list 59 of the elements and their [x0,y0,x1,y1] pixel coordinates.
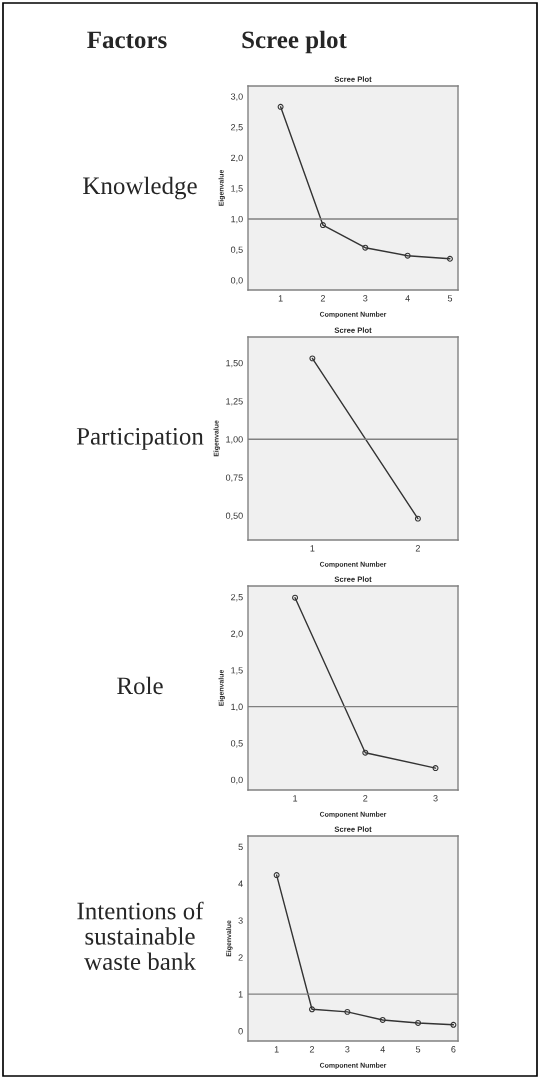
x-tick-label: 5 [415,1046,421,1053]
y-tick-label: 5 [238,843,243,851]
x-tick-label: 3 [345,1046,350,1053]
x-tick-label: 2 [363,795,368,802]
y-tick-label: 1,50 [226,359,243,368]
y-tick-label: 1,00 [226,436,243,444]
y-tick-label: 2 [238,954,243,961]
x-tick-label: 6 [451,1046,456,1053]
y-tick-label: 2,0 [231,154,243,163]
point [450,1021,457,1028]
point [404,252,411,259]
x-tick-label: 1 [293,795,298,802]
text: Knowledge [83,176,197,200]
x-tick-label: 5 [447,295,453,302]
point [309,1006,315,1013]
text: Scree plot [242,30,347,54]
line-series [273,872,457,1028]
text: Intentions of sustainable waste bank [77,901,204,971]
x-tick-label: 2 [320,295,325,302]
y-tick-label: 0 [238,1028,243,1035]
y-tick-label: 0,75 [225,474,243,482]
y-tick-label: 0,0 [230,776,243,785]
y-tick-label: 1,0 [231,215,243,224]
point [362,244,369,251]
y-tick-label: 0,0 [230,277,243,285]
x-tick-label: 3 [363,295,368,302]
y-tick-label: 3 [238,917,243,924]
text: Participation [76,427,204,450]
x-tick-label: 4 [380,1046,385,1053]
y-tick-label: 1,5 [231,185,243,193]
text: Role [117,676,163,695]
y-tick-label: 2,5 [231,124,243,132]
point [277,103,284,110]
y-tick-label: 3,0 [230,93,243,101]
y-tick-label: 4 [238,880,243,887]
x-tick-label: 3 [433,795,438,802]
y-tick-label: 0,5 [230,246,243,254]
point [415,1019,422,1026]
text: Factors [87,31,167,49]
point [379,1016,386,1023]
y-tick-label: 1,25 [226,398,243,406]
point [319,222,326,229]
point [344,1008,351,1015]
y-tick-label: 1 [238,991,243,998]
x-tick-label: 2 [309,1046,315,1053]
line-series [277,103,453,262]
y-tick-label: 1,0 [231,703,243,712]
y-tick-label: 2,0 [231,630,243,638]
point [292,594,299,601]
y-tick-label: 0,5 [230,740,243,748]
y-tick-label: 0,50 [225,512,243,521]
y-tick-label: 2,5 [231,593,243,602]
x-tick-label: 1 [278,295,283,302]
point [446,255,453,262]
x-tick-label: 4 [405,295,410,302]
x-tick-label: 1 [274,1046,279,1053]
point [273,872,280,879]
point [362,749,369,756]
y-tick-label: 1,5 [231,667,243,675]
